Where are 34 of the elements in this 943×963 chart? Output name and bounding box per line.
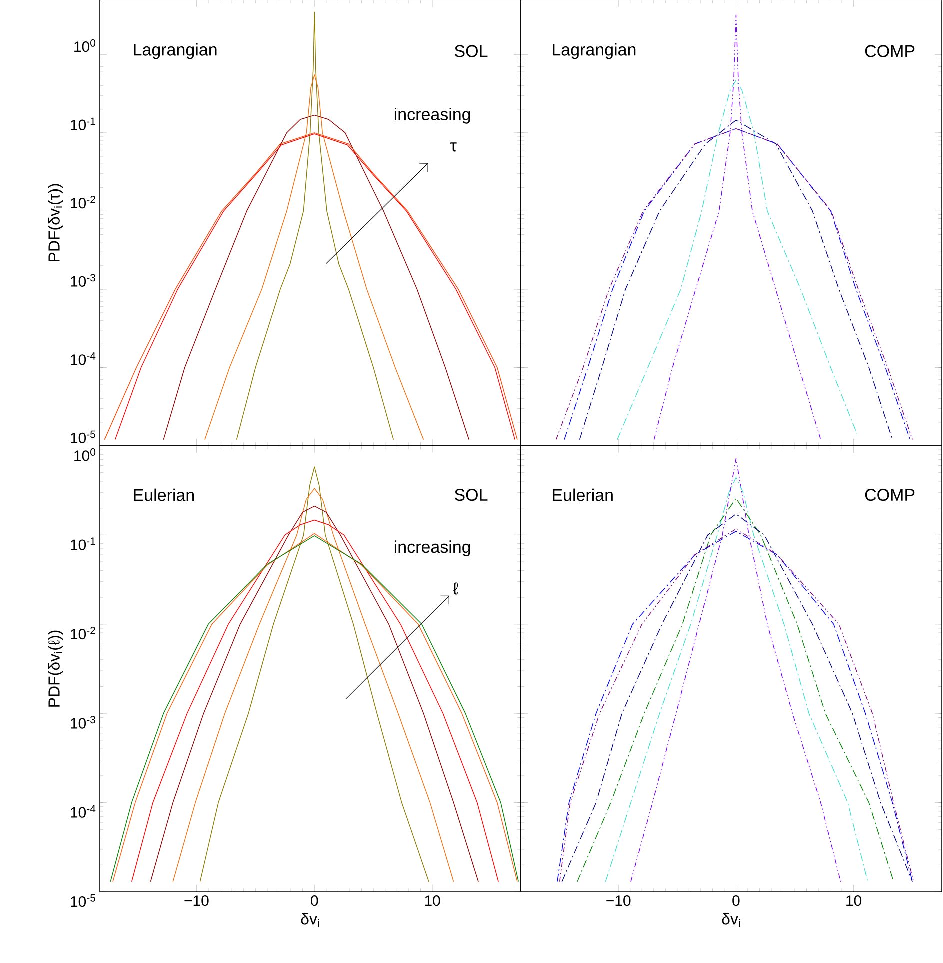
annotation: COMP [865,489,915,502]
y-tick-label: 10$^{-1}$ [71,538,96,550]
x-tick-label: 0 [311,896,318,906]
x-tick-label: −10 [184,896,209,906]
annotation: ℓ [453,582,458,595]
annotation: SOL [454,489,488,502]
y-tick-label: 10$^{-2}$ [71,626,96,640]
annotation: Lagrangian [134,43,217,60]
annotation: increasing [394,540,470,556]
annotation: SOL [454,45,488,58]
x-tick-label: 0 [732,896,740,906]
x-axis-title: δv$_{i}$ [301,913,320,928]
annotation: Lagrangian [553,43,636,60]
y-tick-label: 10$^{-4}$ [71,805,96,818]
annotation: COMP [865,45,915,58]
y-tick-label: 10$^{0}$ [74,448,96,462]
y-axis-title: PDF(δv$_{i}$(τ)) [48,184,64,262]
y-axis-title: PDF(δv$_{i}$(ℓ)) [48,630,64,707]
y-tick-label: 10$^{-3}$ [71,716,96,729]
x-tick-label: 10 [425,896,440,906]
x-tick-label: 10 [846,896,862,906]
y-tick-label: 10$^{0}$ [74,39,96,52]
annotation: Eulerian [134,488,194,502]
annotation: τ [450,142,457,152]
x-axis-title: δv$_{i}$ [722,913,740,928]
y-tick-label: 10$^{-1}$ [71,118,96,130]
x-tick-label: −10 [606,896,631,906]
annotation: Eulerian [553,488,613,502]
y-tick-label: 10$^{-4}$ [71,352,96,366]
y-tick-label: 10$^{-3}$ [71,274,96,287]
y-tick-label: 10$^{-2}$ [71,196,96,209]
y-tick-label: 10$^{-5}$ [71,894,96,908]
annotation: increasing [394,108,470,124]
y-tick-label: 10$^{-5}$ [71,430,96,444]
